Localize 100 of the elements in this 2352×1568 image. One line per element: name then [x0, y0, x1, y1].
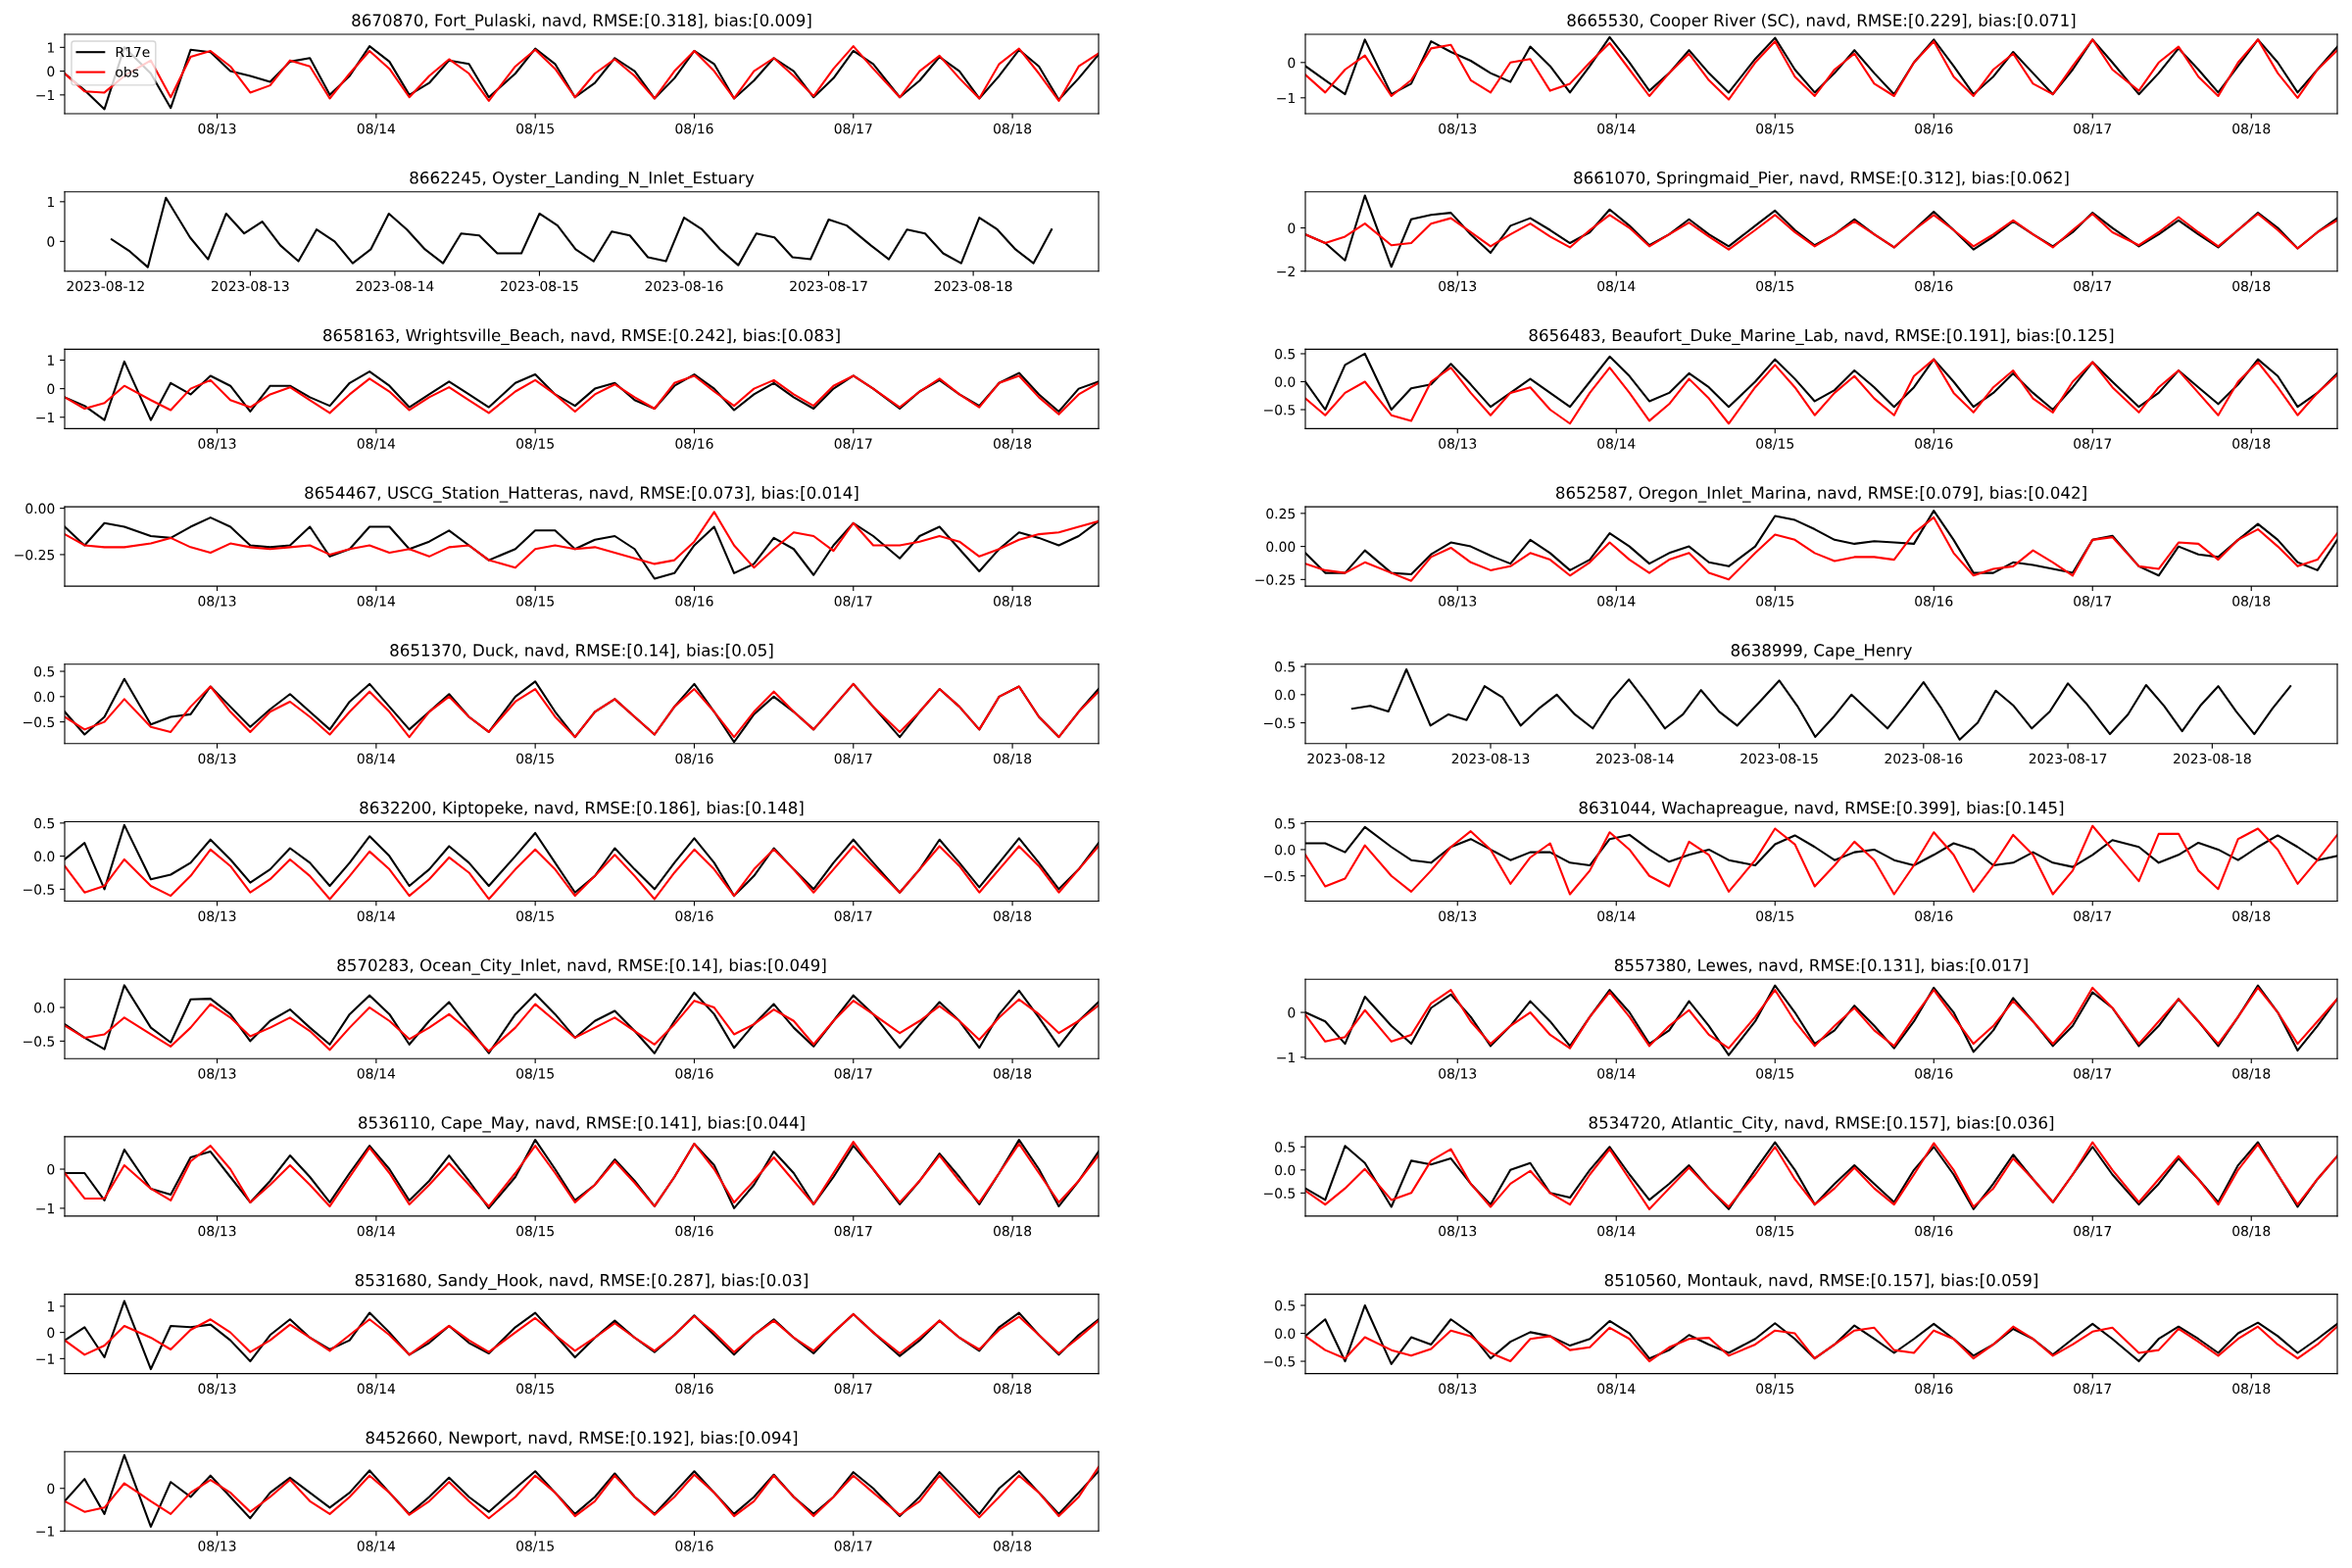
x-tick-label: 2023-08-15 — [501, 280, 578, 292]
line-series — [65, 998, 1099, 1053]
y-tick-label: 0.5 — [34, 817, 55, 829]
y-tick-label: 0.5 — [34, 665, 55, 677]
x-tick-label: 08/15 — [516, 753, 554, 765]
x-tick-label: 08/16 — [675, 438, 713, 450]
x-tick-label: 08/14 — [1597, 1225, 1636, 1238]
x-tick-label: 08/17 — [834, 1541, 872, 1552]
x-tick-label: 08/13 — [198, 753, 236, 765]
x-tick-label: 08/16 — [1915, 596, 1953, 608]
line-series — [65, 511, 1099, 569]
x-tick-label: 08/17 — [834, 122, 872, 135]
x-tick-label: 08/15 — [516, 596, 554, 608]
chart-title: 8531680, Sandy_Hook, navd, RMSE:[0.287], bias:[0.03] — [355, 1273, 808, 1291]
chart-title: 8661070, Springmaid_Pier, navd, RMSE:[0.312], bias:[0.062] — [1574, 171, 2069, 188]
x-tick-label: 08/13 — [1439, 122, 1477, 135]
y-tick-label: −1 — [36, 412, 54, 423]
y-tick-label: −0.5 — [1264, 1188, 1296, 1199]
y-tick-label: 1 — [47, 42, 54, 53]
x-tick-label: 08/18 — [2232, 1225, 2271, 1238]
x-tick-label: 08/14 — [357, 438, 396, 450]
legend-label: R17e — [116, 46, 150, 58]
y-tick-label: 0.0 — [1275, 376, 1296, 387]
x-tick-label: 08/16 — [675, 596, 713, 608]
x-tick-label: 08/16 — [1915, 1068, 1953, 1080]
x-tick-label: 08/15 — [516, 1383, 554, 1396]
legend-label: obs — [116, 66, 139, 77]
x-tick-label: 08/15 — [516, 438, 554, 450]
chart-title: 8452660, Newport, navd, RMSE:[0.192], bias:[0.094] — [366, 1431, 798, 1447]
x-tick-label: 08/18 — [993, 1225, 1032, 1238]
chart-title: 8670870, Fort_Pulaski, navd, RMSE:[0.318], bias:[0.009] — [352, 14, 811, 30]
x-tick-label: 08/17 — [2074, 122, 2112, 135]
y-tick-label: 0.5 — [1275, 662, 1296, 672]
x-tick-label: 08/16 — [1915, 280, 1953, 293]
x-tick-label: 08/16 — [675, 1068, 713, 1080]
x-tick-label: 08/13 — [198, 1068, 236, 1080]
chart-title: 8536110, Cape_May, navd, RMSE:[0.141], bias:[0.044] — [359, 1115, 805, 1133]
y-tick-label: 0.0 — [1275, 1328, 1296, 1339]
y-tick-label: 0 — [47, 1483, 55, 1494]
x-tick-label: 2023-08-18 — [934, 280, 1012, 292]
line-series — [1350, 667, 2292, 741]
x-tick-label: 08/16 — [675, 122, 713, 135]
chart-title: 8510560, Montauk, navd, RMSE:[0.157], bias:[0.059] — [1604, 1273, 2037, 1289]
x-tick-label: 08/14 — [357, 1383, 396, 1396]
x-tick-label: 08/13 — [198, 438, 236, 450]
y-tick-label: −0.5 — [1264, 870, 1296, 882]
y-tick-label: 0.0 — [34, 1003, 55, 1013]
x-tick-label: 08/13 — [1439, 1068, 1477, 1080]
y-tick-label: −0.5 — [24, 1036, 55, 1047]
line-series — [65, 1465, 1099, 1520]
x-tick-label: 08/16 — [1915, 910, 1953, 923]
y-tick-label: 1 — [47, 355, 54, 366]
x-tick-label: 08/14 — [357, 910, 396, 923]
y-tick-label: 0.25 — [1266, 508, 1296, 519]
y-tick-label: −1 — [1277, 92, 1295, 104]
x-tick-label: 08/18 — [2232, 910, 2271, 923]
x-tick-label: 08/16 — [675, 753, 713, 765]
x-tick-label: 08/14 — [1597, 596, 1636, 608]
x-tick-label: 2023-08-15 — [1740, 753, 1818, 764]
x-tick-label: 08/18 — [2232, 122, 2271, 135]
x-tick-label: 08/17 — [834, 438, 872, 450]
x-tick-label: 08/15 — [1756, 910, 1794, 923]
x-tick-label: 08/13 — [198, 1541, 236, 1552]
x-tick-label: 08/18 — [993, 753, 1032, 765]
x-tick-label: 08/13 — [198, 596, 236, 608]
y-tick-label: −2 — [1277, 266, 1295, 276]
line-series — [1305, 1325, 2337, 1363]
chart-title: 8665530, Cooper River (SC), navd, RMSE:[0.229], bias:[0.071] — [1567, 14, 2076, 30]
x-tick-label: 08/13 — [1439, 1383, 1477, 1396]
chart-title: 8638999, Cape_Henry — [1731, 644, 1912, 661]
y-tick-label: 0 — [47, 1327, 55, 1339]
x-tick-label: 08/13 — [1439, 910, 1477, 923]
x-tick-label: 08/16 — [1915, 1225, 1953, 1238]
x-tick-label: 08/18 — [2232, 596, 2271, 608]
x-tick-label: 08/18 — [2232, 1068, 2271, 1080]
x-tick-label: 08/15 — [1756, 438, 1794, 450]
line-series — [65, 1312, 1099, 1356]
x-tick-label: 08/14 — [357, 1541, 396, 1552]
x-tick-label: 2023-08-13 — [1451, 753, 1530, 764]
x-tick-label: 08/17 — [2074, 1383, 2112, 1396]
x-tick-label: 08/18 — [993, 438, 1032, 450]
chart-title: 8631044, Wachapreague, navd, RMSE:[0.399], bias:[0.145] — [1579, 801, 2064, 817]
chart-title: 8632200, Kiptopeke, navd, RMSE:[0.186], bias:[0.148] — [360, 801, 804, 817]
y-tick-label: 0 — [47, 66, 55, 77]
x-tick-label: 08/14 — [1597, 1068, 1636, 1080]
y-tick-label: 0.0 — [34, 691, 55, 703]
y-tick-label: −1 — [36, 89, 54, 101]
x-tick-label: 08/15 — [1756, 1068, 1794, 1080]
y-tick-label: −0.5 — [24, 716, 55, 728]
x-tick-label: 08/15 — [1756, 596, 1794, 608]
line-series — [1305, 213, 2337, 251]
y-tick-label: 1 — [47, 196, 54, 208]
x-tick-label: 08/18 — [2232, 1383, 2271, 1396]
y-tick-label: 0 — [47, 383, 55, 395]
y-tick-label: −0.25 — [15, 549, 55, 561]
x-tick-label: 08/15 — [1756, 280, 1794, 293]
x-tick-label: 08/16 — [1915, 1383, 1953, 1396]
chart-title: 8654467, USCG_Station_Hatteras, navd, RMSE:[0.073], bias:[0.014] — [305, 486, 858, 503]
y-tick-label: −0.5 — [1264, 717, 1296, 729]
x-tick-label: 08/17 — [834, 910, 872, 923]
